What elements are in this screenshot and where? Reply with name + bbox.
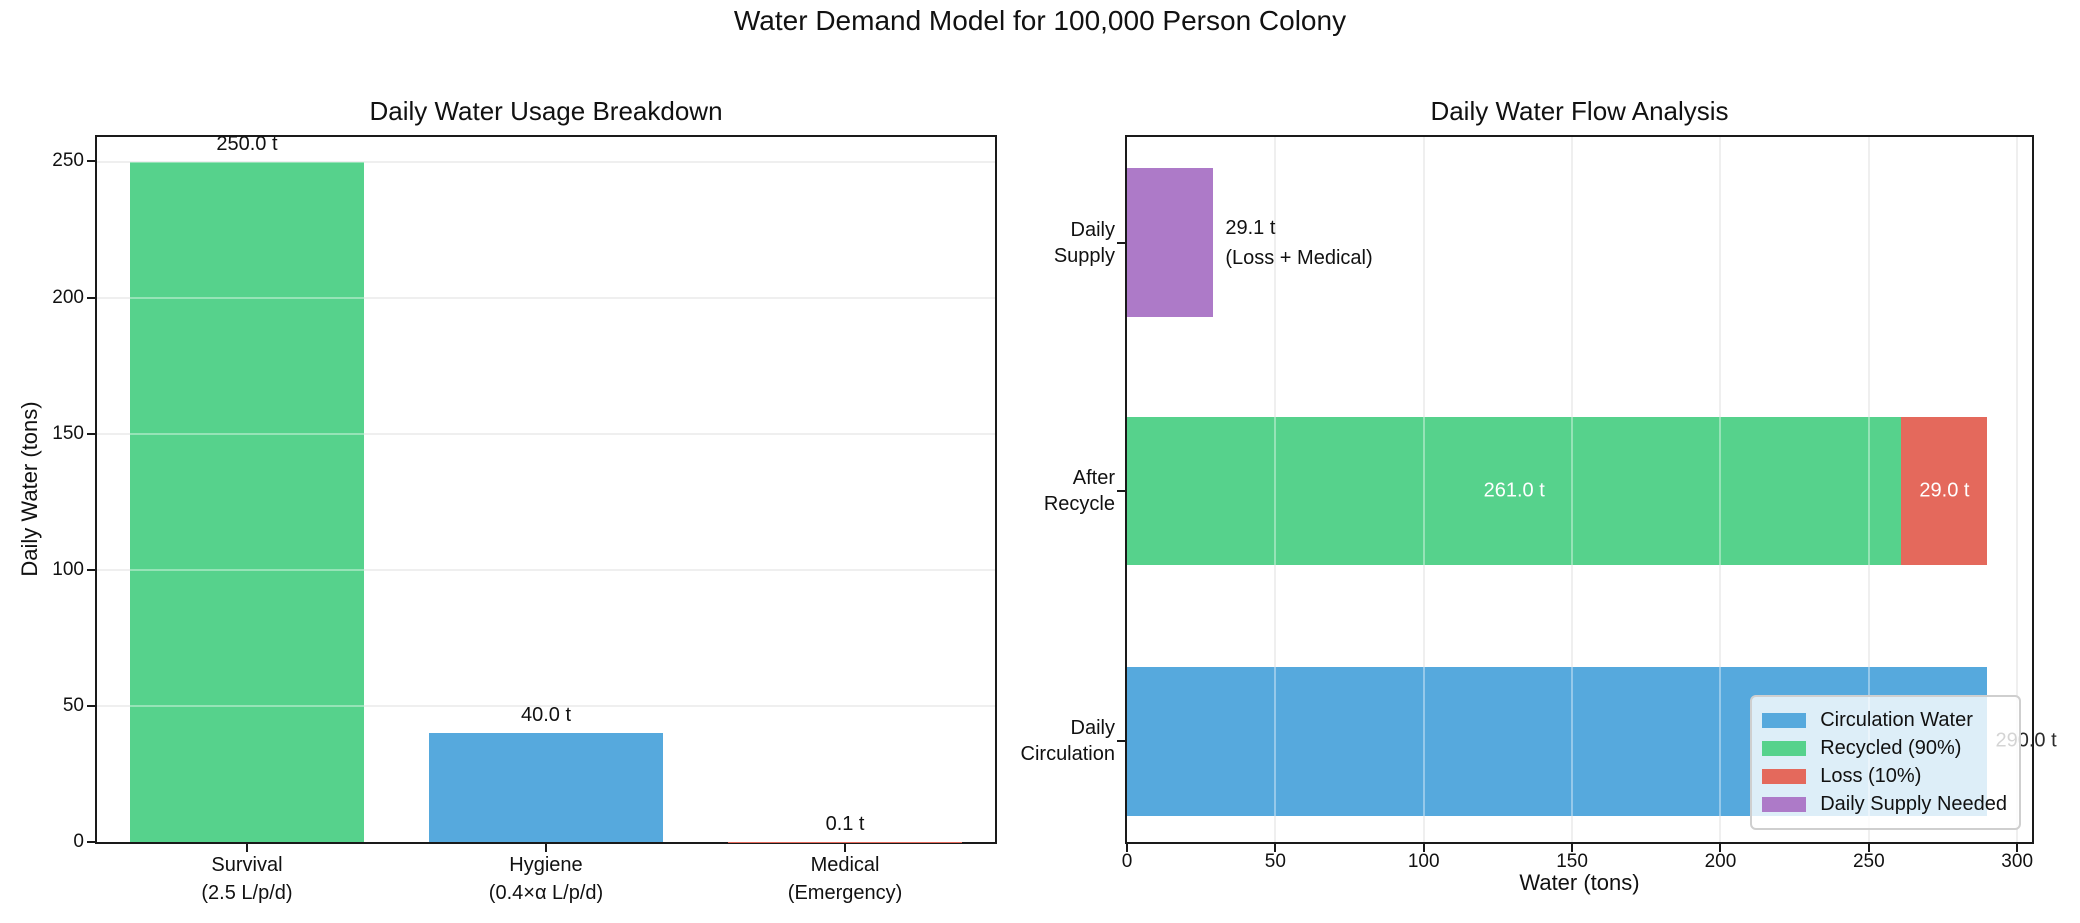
legend-label: Loss (10%) [1820,765,1922,787]
bar-green [130,161,364,842]
x-category-label: Hygiene (0.4×α L/p/d) [488,854,604,904]
bar-value-label: 0.1 t [825,812,865,835]
y-tick-mark [1117,489,1125,492]
y-tick-label: 150 [52,422,84,444]
gridline-y-overlay [97,296,995,299]
gridline-y [97,296,995,299]
bar-segment-label: 261.0 t [1483,479,1545,502]
y-tick-label: 0 [73,831,84,852]
x-tick-label: 0 [1121,851,1133,872]
y-tick-label: 50 [62,694,84,716]
gridline-x-overlay [1867,137,1870,842]
y-tick-mark [87,160,95,163]
gridline-y-overlay [97,704,995,707]
gridline-x-overlay [1422,137,1425,842]
x-tick-mark [1719,843,1722,852]
figure-title: Water Demand Model for 100,000 Person Co… [733,5,1347,36]
gridline-y [97,160,995,163]
left-chart-title: Daily Water Usage Breakdown [369,96,723,126]
x-tick-mark [2016,843,2019,852]
bar-value-label: 250.0 t [216,132,278,155]
gridline-y-overlay [97,432,995,435]
left-plot-area: 250.0 t 40.0 t 0.1 t [95,132,997,844]
gridline-y [97,432,995,435]
gridline-y [97,568,995,571]
y-tick-label: 250 [52,150,84,172]
x-tick-label: 50 [1264,851,1286,872]
right-chart-title: Daily Water Flow Analysis [1430,96,1729,126]
row-label: Daily Circulation [1020,717,1115,766]
x-category-label: Medical (Emergency) [787,854,903,904]
bar-value-label: 40.0 t [520,704,572,727]
bar-segment-purple [1127,168,1214,318]
x-tick-label: 250 [1852,851,1885,872]
legend-swatch-red [1762,769,1807,784]
x-tick-mark [1274,843,1277,852]
bar-blue [429,733,663,842]
y-tick-mark [87,841,95,843]
x-tick-label: 200 [1704,851,1737,872]
left-x-category-labels: Survival (2.5 L/p/d) Hygiene (0.4×α L/p/d… [97,851,995,921]
x-tick-mark [1571,843,1574,852]
gridline-x [2016,137,2019,842]
legend-label: Recycled (90%) [1820,737,1962,759]
bar-segment-green [1127,416,1902,566]
legend: Circulation Water Recycled (90%) Loss (10%… [1750,695,2021,830]
x-tick-label: 100 [1407,851,1440,872]
right-plot-area: Circulation Water Recycled (90%) Loss (10%… [1125,135,2057,844]
y-tick-mark [87,568,95,571]
legend-swatch-blue [1762,713,1807,728]
y-tick-mark [87,704,95,707]
legend-label: Daily Supply Needed [1820,793,2007,815]
right-x-tick-marks [1126,843,2032,852]
y-tick-label: 100 [52,558,84,580]
row-label: After Recycle [1043,466,1115,515]
right-x-axis-label: Water (tons) [1519,870,1640,895]
left-y-tick-labels: 0 50 100 150 200 250 [0,137,84,852]
gridline-x-overlay [2016,137,2019,842]
gridline-x-overlay [1719,137,1722,842]
row-label: Daily Supply [1053,218,1115,267]
x-tick-mark [1422,843,1425,852]
x-tick-mark [545,843,547,852]
right-y-tick-marks [1117,137,1125,842]
legend-item: Recycled (90%) [1762,737,2007,760]
left-y-tick-marks [87,137,95,843]
legend-item: Loss (10%) [1762,765,2007,788]
right-row-labels: Daily Supply After Recycle Daily Circulati… [860,137,1115,842]
y-tick-label: 200 [52,286,84,308]
gridline-y [97,704,995,707]
legend-item: Daily Supply Needed [1762,793,2007,816]
gridline-x-overlay [1571,137,1574,842]
y-tick-mark [87,296,95,299]
legend-swatch-purple [1762,797,1807,812]
x-tick-mark [245,843,248,852]
y-tick-mark [1117,241,1125,244]
bar-segment-label: 29.0 t [1919,479,1970,502]
legend-swatch-green [1762,741,1807,756]
x-tick-label: 300 [2001,851,2034,872]
x-tick-mark [1867,843,1870,852]
gridline-x-overlay [1274,137,1277,842]
gridline-y-overlay [97,160,995,163]
bar-segment-red [1901,416,1988,566]
y-tick-mark [1117,740,1125,743]
x-tick-label: 150 [1556,851,1588,872]
x-category-label: Survival (2.5 L/p/d) [201,854,293,904]
bar-annotation: 29.1 t (Loss + Medical) [1225,216,1373,269]
legend-label: Circulation Water [1820,709,1973,731]
left-x-tick-marks [97,843,995,852]
legend-item: Circulation Water [1762,709,2007,732]
right-x-tick-labels: 0 50 100 150 200 250 300 [1122,851,2034,891]
y-tick-mark [87,432,95,435]
gridline-y-overlay [97,568,995,571]
x-tick-mark [844,843,847,852]
x-tick-mark [1126,843,1128,852]
